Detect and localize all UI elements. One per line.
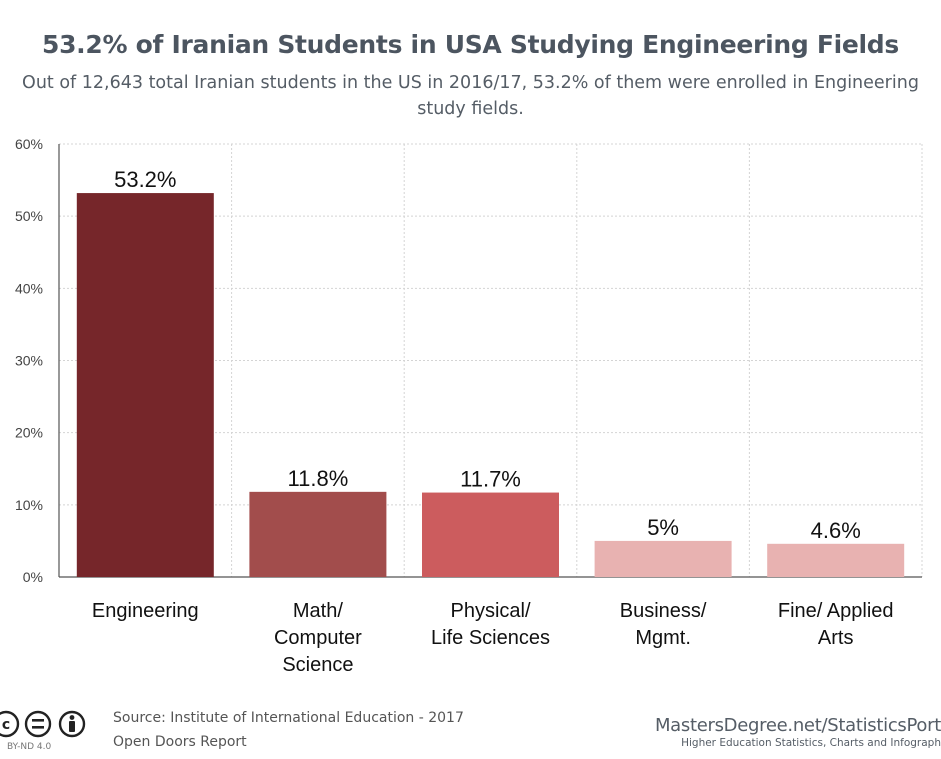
bar (76, 193, 214, 577)
x-tick-label: Physical/ (450, 600, 530, 622)
x-tick-label: Mgmt. (635, 627, 691, 649)
creative-commons-icon: c (0, 710, 86, 738)
y-tick-label: 10% (15, 497, 43, 513)
y-tick-label: 60% (15, 136, 43, 152)
data-label: 11.8% (288, 466, 349, 491)
data-label: 5% (647, 515, 679, 540)
brand-block: MastersDegree.net/StatisticsPort Higher … (655, 715, 941, 749)
bar (422, 492, 559, 577)
x-tick-label: Business/ (620, 600, 707, 622)
y-tick-label: 0% (23, 569, 43, 585)
x-tick-label: Computer (274, 627, 362, 649)
chart-title: 53.2% of Iranian Students in USA Studyin… (41, 30, 899, 59)
chart-subtitle: Out of 12,643 total Iranian students in … (22, 73, 919, 119)
y-tick-label: 50% (15, 208, 43, 224)
bar (594, 540, 732, 577)
svg-text:c: c (2, 717, 10, 733)
bar (249, 491, 387, 577)
x-tick-label: Fine/ Applied (778, 600, 894, 622)
x-tick-label: Math/ (293, 600, 343, 622)
source-line: Open Doors Report (113, 734, 247, 750)
x-tick-label: Life Sciences (431, 627, 550, 649)
brand-name: MastersDegree.net/StatisticsPort (654, 715, 941, 736)
bar (767, 543, 905, 577)
y-tick-label: 30% (15, 353, 43, 369)
data-label: 11.7% (460, 467, 521, 492)
data-label: 53.2% (114, 167, 176, 192)
license-label: BY-ND 4.0 (7, 742, 52, 752)
bar-chart: 0% 10% 20% 30% 40% 50% 60% 53.2% Engineering 11.8… (15, 136, 923, 676)
source-note: Source: Institute of International Educa… (113, 706, 464, 754)
data-label: 4.6% (811, 518, 861, 543)
x-tick-label: Arts (818, 627, 854, 649)
brand-tagline: Higher Education Statistics, Charts and … (681, 737, 941, 749)
source-line: Source: Institute of International Educa… (113, 710, 464, 726)
y-tick-label: 20% (15, 425, 43, 441)
x-tick-label: Engineering (92, 600, 199, 622)
x-tick-label: Science (282, 654, 353, 676)
y-tick-label: 40% (15, 280, 43, 296)
